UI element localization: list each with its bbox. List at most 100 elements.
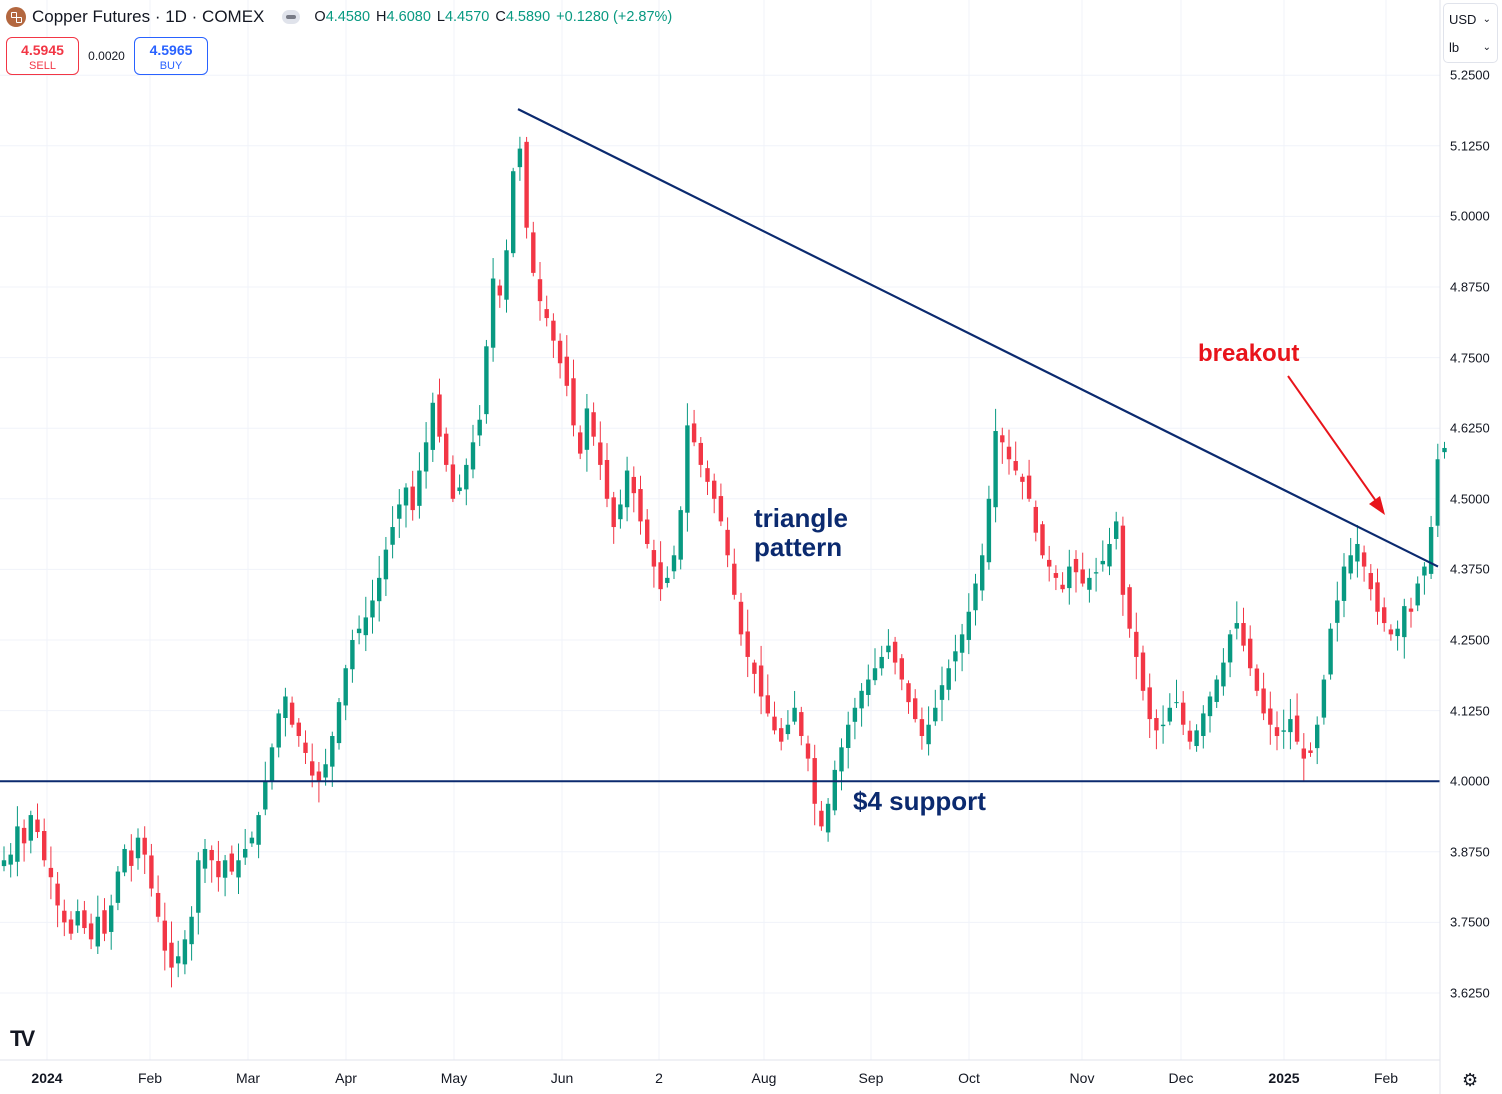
sell-label: SELL <box>29 60 56 72</box>
candle <box>718 483 724 527</box>
price-tick-label: 5.2500 <box>1450 67 1490 83</box>
candle <box>631 466 636 513</box>
candle <box>1093 557 1099 592</box>
candle-body <box>752 662 757 674</box>
candle-body <box>524 141 529 228</box>
candle <box>55 872 60 928</box>
candle-body <box>1006 446 1012 460</box>
candle-body <box>959 634 965 653</box>
tradingview-logo[interactable]: TV <box>10 1026 35 1051</box>
triangle-annotation-line2: pattern <box>754 532 843 562</box>
chevron-down-icon[interactable]: ⌄ <box>1482 14 1491 25</box>
candle <box>1315 716 1320 765</box>
candle-body <box>1234 623 1239 629</box>
candle-body <box>169 942 174 968</box>
candle <box>209 845 214 883</box>
candle-body <box>196 860 201 913</box>
buy-button[interactable]: 4.5965 BUY <box>134 37 208 75</box>
candle-body <box>1087 577 1092 590</box>
candle-body <box>933 707 938 722</box>
candle <box>899 654 904 691</box>
candle <box>1281 709 1286 749</box>
candle <box>1100 540 1105 572</box>
breakout-annotation: breakout <box>1198 340 1300 367</box>
candle <box>1114 511 1119 550</box>
candle-body <box>457 487 462 492</box>
candle <box>1375 568 1380 625</box>
chart-grid <box>0 0 1440 1060</box>
price-tick-label: 5.0000 <box>1450 208 1490 224</box>
gear-icon[interactable]: ⚙ <box>1462 1070 1479 1090</box>
currency-unit-selector[interactable]: USD ⌄ lb ⌄ <box>1443 3 1498 63</box>
candle <box>725 517 730 568</box>
candle <box>1428 515 1434 579</box>
time-tick-label: May <box>440 1070 468 1086</box>
unit-select[interactable]: lb <box>1449 40 1460 55</box>
sell-button[interactable]: 4.5945 SELL <box>6 37 79 75</box>
candle <box>343 664 348 721</box>
candle <box>202 839 208 884</box>
candle <box>1187 720 1193 750</box>
candle <box>303 730 308 764</box>
candle-body <box>323 764 328 778</box>
candle-body <box>1368 573 1373 590</box>
candle-body <box>383 549 389 580</box>
symbol-title[interactable]: Copper Futures · 1D · COMEX <box>32 7 265 26</box>
candle <box>1127 584 1132 638</box>
candle-body <box>1013 461 1018 471</box>
copper-symbol-icon <box>6 7 26 27</box>
candle <box>1395 620 1400 651</box>
candle-body <box>336 702 342 744</box>
price-tick-label: 4.1250 <box>1450 703 1490 719</box>
candle <box>1207 691 1213 733</box>
candle <box>296 718 301 747</box>
candle-body <box>423 442 429 472</box>
candle-body <box>95 916 100 947</box>
candle-body <box>1341 566 1347 601</box>
candle-body <box>115 871 121 903</box>
candle <box>1442 441 1447 459</box>
candle <box>752 659 757 694</box>
candle-body <box>1053 573 1059 578</box>
candle <box>1248 625 1253 676</box>
candle <box>1201 705 1206 749</box>
candle <box>397 489 402 538</box>
candle <box>1261 672 1266 721</box>
candle-body <box>792 707 797 722</box>
candle <box>537 261 543 321</box>
candle <box>1181 691 1186 736</box>
candle-body <box>738 601 744 635</box>
candle-body <box>390 527 395 545</box>
candle-body <box>269 747 275 782</box>
candle <box>691 409 697 447</box>
candle-body <box>1174 702 1179 704</box>
candle <box>906 680 911 714</box>
candle-body <box>879 656 884 669</box>
candle-body <box>805 743 811 759</box>
candle-body <box>1261 688 1266 714</box>
collapse-legend-icon[interactable] <box>282 10 301 24</box>
candle <box>738 592 744 646</box>
candle-body <box>243 848 248 858</box>
candle <box>872 648 878 686</box>
chevron-down-icon[interactable]: ⌄ <box>1482 42 1491 53</box>
candle-body <box>109 905 114 932</box>
candle <box>1214 675 1219 708</box>
candle-body <box>745 631 750 657</box>
candle <box>658 541 663 601</box>
price-tick-label: 3.6250 <box>1450 985 1490 1001</box>
currency-select[interactable]: USD <box>1449 12 1477 27</box>
candle <box>149 843 154 897</box>
candle-body <box>1187 730 1193 742</box>
candle <box>196 852 201 935</box>
candle <box>1020 473 1025 500</box>
candle <box>1308 742 1313 757</box>
change-value: +0.1280 (+2.87%) <box>556 9 673 25</box>
candle <box>410 470 415 521</box>
candle <box>1288 698 1293 750</box>
breakout-arrow-head <box>1369 496 1385 515</box>
candle-body <box>504 250 509 300</box>
candle-body <box>229 853 234 872</box>
candle-body <box>618 504 623 520</box>
